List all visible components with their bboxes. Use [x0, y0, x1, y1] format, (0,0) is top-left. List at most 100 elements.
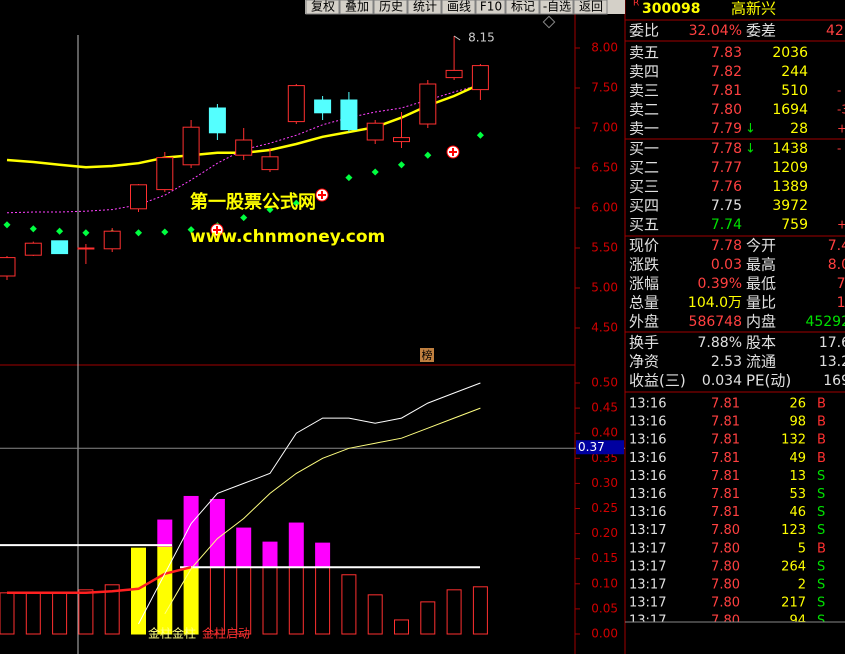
yellow-line	[164, 407, 481, 615]
trade-volume: 264	[781, 559, 806, 574]
y-tick-label: 4.50	[591, 321, 618, 335]
trade-side: S	[817, 487, 825, 502]
annotation: 金柱金柱	[148, 626, 196, 641]
trade-volume: 123	[781, 523, 806, 538]
trade-side: S	[817, 578, 825, 593]
book-price: 7.78	[711, 141, 742, 157]
trade-volume: 49	[789, 451, 806, 466]
stock-code: 300098	[642, 1, 700, 17]
toolbar-button[interactable]	[505, 0, 540, 15]
stat-label: 股本	[746, 334, 776, 352]
sar-dot	[240, 214, 248, 222]
toolbar-label[interactable]: 返回	[579, 0, 603, 14]
trade-side: B	[817, 415, 826, 430]
indicator-bar	[288, 522, 304, 568]
signal-icon	[449, 148, 457, 156]
stat-value: 7.88%	[698, 335, 742, 351]
book-price: 7.79	[711, 121, 742, 137]
y-tick-label: 0.25	[591, 501, 618, 515]
toolbar-label[interactable]: 叠加	[345, 0, 369, 14]
book-label: 卖二	[629, 101, 659, 119]
sar-dot	[424, 151, 432, 159]
y-tick-label: 0.35	[591, 451, 618, 465]
book-label: 卖三	[629, 82, 659, 100]
sar-dot	[187, 226, 195, 234]
candle-body	[340, 99, 358, 131]
toolbar-label[interactable]: -自选	[543, 0, 571, 14]
sar-dot	[371, 168, 379, 176]
trade-price: 7.80	[711, 523, 740, 538]
trade-time: 13:16	[629, 433, 666, 448]
stat-label: 总量	[629, 294, 659, 312]
book-price: 7.75	[711, 198, 742, 214]
stat-label: 内盘	[746, 313, 776, 331]
sar-dot	[292, 199, 300, 207]
toolbar-button[interactable]	[373, 0, 408, 15]
trade-price: 7.80	[711, 596, 740, 611]
trade-side: S	[817, 596, 825, 611]
trade-price: 7.81	[711, 415, 740, 430]
stat-label: 今开	[746, 237, 776, 255]
trade-time: 13:16	[629, 451, 666, 466]
toolbar-button[interactable]	[305, 0, 340, 15]
trade-price: 7.81	[711, 397, 740, 412]
toolbar-button[interactable]	[407, 0, 442, 15]
toolbar-button[interactable]	[475, 0, 506, 15]
sar-dot	[56, 227, 64, 235]
trade-volume: 217	[781, 596, 806, 611]
trade-time: 13:17	[629, 596, 666, 611]
indicator-bar	[104, 584, 120, 635]
y-tick-label: 0.00	[591, 627, 618, 641]
trade-price: 7.81	[711, 469, 740, 484]
y-tick-label: 0.50	[591, 376, 618, 390]
y-tick-label: 7.50	[591, 81, 618, 95]
sar-dot	[345, 174, 353, 182]
toolbar-button[interactable]	[539, 0, 574, 15]
trade-side: B	[817, 451, 826, 466]
trade-time: 13:16	[629, 505, 666, 520]
toolbar-label[interactable]: 历史	[379, 0, 403, 14]
candle-body	[445, 69, 463, 79]
candle-body	[314, 99, 332, 114]
sar-dot	[29, 225, 37, 233]
stat-label: 涨跌	[629, 256, 659, 274]
signal-icon	[318, 191, 326, 199]
toolbar-label[interactable]: 标记	[511, 0, 535, 14]
trade-volume: 13	[789, 469, 806, 484]
candle-body	[103, 230, 121, 250]
book-label: 卖五	[629, 44, 659, 62]
toolbar-button[interactable]	[441, 0, 476, 15]
toolbar-label[interactable]: 统计	[413, 0, 437, 14]
stat-value: 1.	[837, 295, 845, 311]
book-volume: 2036	[772, 45, 808, 61]
trade-time: 13:16	[629, 487, 666, 502]
trade-price: 7.80	[711, 578, 740, 593]
stat-value: 0.39%	[698, 276, 742, 292]
trade-side: S	[817, 559, 825, 574]
trade-side: B	[817, 397, 826, 412]
book-price: 7.81	[711, 83, 742, 99]
book-arrow: ↓	[745, 142, 756, 157]
stat-value: 45292	[805, 314, 845, 330]
book-price: 7.80	[711, 102, 742, 118]
trade-price: 7.81	[711, 487, 740, 502]
indicator-bar	[315, 542, 331, 568]
y-tick-label: 0.05	[591, 601, 618, 615]
toolbar-label[interactable]: 画线	[447, 0, 471, 14]
y-tick-label: 0.10	[591, 576, 618, 590]
stat-value: 169	[823, 373, 845, 389]
trade-side: S	[817, 523, 825, 538]
toolbar-label[interactable]: F10	[480, 0, 502, 14]
stock-name: 高新兴	[731, 0, 776, 18]
book-price: 7.74	[711, 217, 742, 233]
toolbar-label[interactable]: 复权	[311, 0, 335, 14]
y-tick-label: 7.00	[591, 121, 618, 135]
toolbar-button[interactable]	[573, 0, 608, 15]
badge: 榜	[422, 348, 433, 362]
book-volume: 1694	[772, 102, 808, 118]
y-tick-label: 6.00	[591, 201, 618, 215]
book-price: 7.82	[711, 64, 742, 80]
trade-price: 7.80	[711, 559, 740, 574]
toolbar-button[interactable]	[339, 0, 374, 15]
